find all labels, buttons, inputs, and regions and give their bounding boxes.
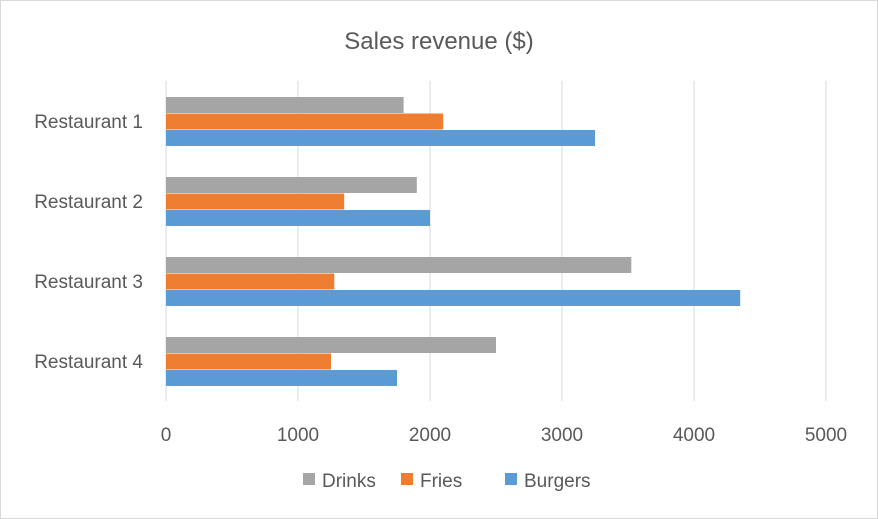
bar-drinks: [166, 177, 417, 193]
bar-drinks: [166, 257, 632, 273]
bar-fries: [166, 193, 345, 210]
legend-label-drinks: Drinks: [322, 471, 376, 492]
category-label: Restaurant 4: [34, 352, 143, 373]
x-tick-label: 0: [161, 425, 172, 446]
x-tick-label: 3000: [541, 425, 583, 446]
category-label: Restaurant 3: [34, 272, 143, 293]
x-tick-label: 2000: [409, 425, 451, 446]
bar-drinks: [166, 97, 404, 113]
chart-title: Sales revenue ($): [344, 28, 533, 55]
x-tick-label: 1000: [277, 425, 319, 446]
x-tick-label: 4000: [673, 425, 715, 446]
bar-burgers: [166, 370, 397, 386]
category-label: Restaurant 1: [34, 112, 143, 133]
legend-label-fries: Fries: [420, 471, 462, 492]
bar-burgers: [166, 210, 430, 226]
bar-burgers: [166, 130, 595, 146]
legend-swatch-drinks: [303, 473, 315, 485]
bar-fries: [166, 353, 331, 370]
legend-swatch-burgers: [505, 473, 517, 485]
x-tick-label: 5000: [805, 425, 847, 446]
legend-label-burgers: Burgers: [524, 471, 591, 492]
bar-fries: [166, 113, 444, 130]
bar-burgers: [166, 290, 741, 306]
bar-fries: [166, 273, 335, 290]
legend-swatch-fries: [401, 473, 413, 485]
category-label: Restaurant 2: [34, 192, 143, 213]
bar-drinks: [166, 337, 496, 353]
